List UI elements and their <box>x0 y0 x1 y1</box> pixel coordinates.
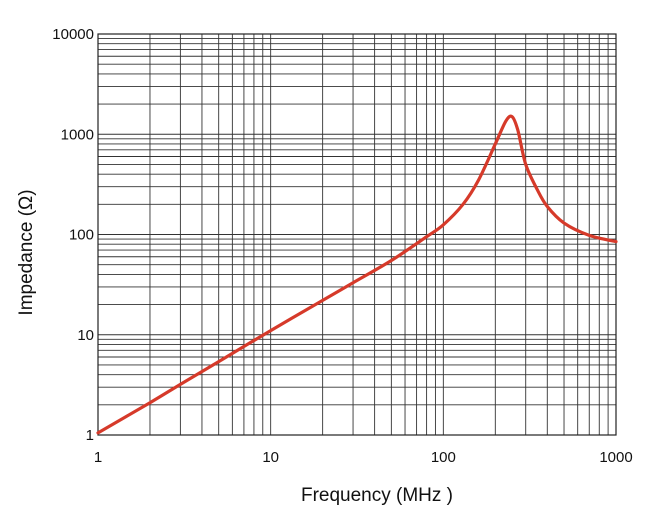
x-tick-label: 10 <box>262 449 279 466</box>
y-tick-label: 1 <box>86 427 94 444</box>
y-tick-label: 10000 <box>52 26 94 43</box>
y-tick-label: 1000 <box>61 126 94 143</box>
x-tick-label: 1000 <box>599 449 632 466</box>
y-tick-label: 10 <box>77 327 94 344</box>
tick-labels: 1 10 100 1000 1 10 100 1000 10000 <box>52 26 632 466</box>
y-tick-label: 100 <box>69 227 94 244</box>
x-axis-title: Frequency (MHz ) <box>301 485 453 506</box>
grid <box>97 34 616 436</box>
plot-frame <box>97 33 617 436</box>
x-tick-label: 100 <box>431 449 456 466</box>
impedance-curve <box>96 114 618 435</box>
x-tick-label: 1 <box>94 449 102 466</box>
y-axis-title: Impedance (Ω) <box>16 189 37 315</box>
